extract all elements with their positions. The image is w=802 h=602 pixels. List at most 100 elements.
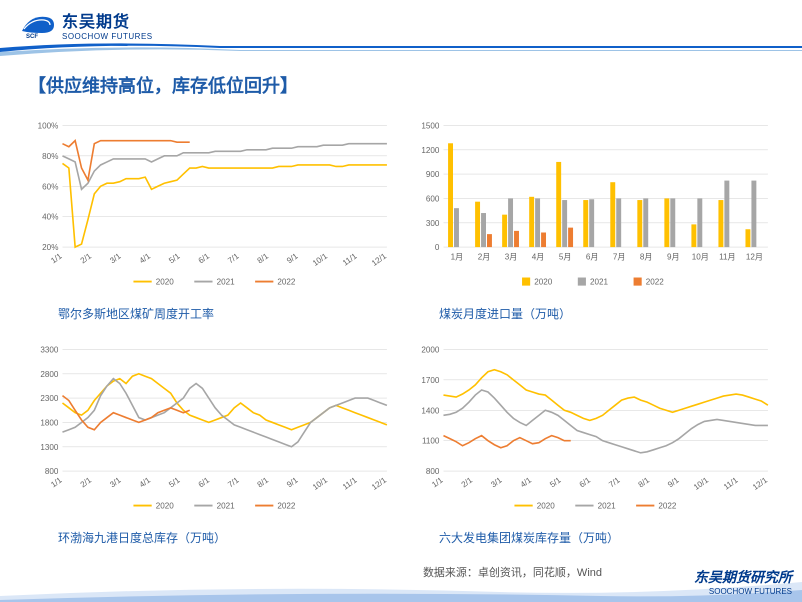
svg-text:3/1: 3/1: [489, 475, 504, 489]
svg-text:60%: 60%: [42, 182, 58, 191]
chart-power-groups-inventory: 800 1100 1400 1700 2000 1/1 2/1 3/1 4/1 5/1 6/1 7/1…: [409, 330, 774, 546]
svg-text:12/1: 12/1: [370, 475, 388, 492]
svg-text:800: 800: [45, 467, 59, 476]
footer-branding: 东吴期货研究所 SOOCHOW FUTURES: [694, 567, 792, 596]
svg-text:600: 600: [426, 194, 440, 203]
logo-icon: SCF: [20, 11, 56, 39]
chart-bohai-ports-inventory: 800 1300 1800 2300 2800 3300 1/1 2/1 3/1 4/1 5/1 6/…: [28, 330, 393, 546]
svg-text:2020: 2020: [156, 502, 175, 511]
svg-text:10/1: 10/1: [311, 475, 329, 492]
svg-text:12/1: 12/1: [751, 475, 769, 492]
header-swoosh: [0, 40, 802, 60]
svg-text:8/1: 8/1: [256, 475, 271, 489]
svg-text:9月: 9月: [667, 252, 680, 261]
svg-text:2020: 2020: [534, 278, 553, 287]
svg-text:2800: 2800: [40, 370, 59, 379]
header: SCF 东吴期货 SOOCHOW FUTURES: [0, 0, 802, 60]
svg-text:1300: 1300: [40, 443, 59, 452]
svg-text:7/1: 7/1: [226, 251, 241, 265]
svg-text:10月: 10月: [692, 252, 709, 261]
svg-text:1200: 1200: [421, 146, 440, 155]
logo: SCF 东吴期货 SOOCHOW FUTURES: [20, 8, 782, 41]
chart1-caption: 鄂尔多斯地区煤矿周度开工率: [28, 301, 393, 322]
chart3-caption: 环渤海九港日度总库存（万吨）: [28, 525, 393, 546]
svg-text:2022: 2022: [658, 502, 677, 511]
svg-text:9/1: 9/1: [285, 251, 300, 265]
charts-grid: 20% 40% 60% 80% 100% 1/1 2/1 3/1 4/1 5/1 6/1 7/1 8/1…: [0, 106, 802, 546]
svg-text:2300: 2300: [40, 394, 59, 403]
svg-text:2/1: 2/1: [460, 475, 475, 489]
svg-text:4月: 4月: [532, 252, 545, 261]
svg-text:2022: 2022: [646, 278, 665, 287]
svg-text:5/1: 5/1: [167, 251, 182, 265]
svg-text:2022: 2022: [277, 502, 296, 511]
svg-text:5月: 5月: [559, 252, 572, 261]
svg-text:2021: 2021: [598, 502, 617, 511]
svg-text:2021: 2021: [590, 278, 609, 287]
svg-text:1500: 1500: [421, 121, 440, 130]
svg-text:3300: 3300: [40, 345, 59, 354]
svg-text:1400: 1400: [421, 406, 440, 415]
svg-text:2020: 2020: [156, 278, 175, 287]
svg-text:6月: 6月: [586, 252, 599, 261]
svg-text:11/1: 11/1: [341, 475, 359, 491]
svg-text:1/1: 1/1: [49, 251, 64, 265]
svg-text:1100: 1100: [422, 437, 440, 446]
svg-text:8月: 8月: [640, 252, 653, 261]
chart-ordos-operating-rate: 20% 40% 60% 80% 100% 1/1 2/1 3/1 4/1 5/1 6/1 7/1 8/1…: [28, 106, 393, 322]
svg-text:1800: 1800: [40, 418, 59, 427]
svg-text:0: 0: [435, 243, 440, 252]
svg-text:1700: 1700: [421, 376, 440, 385]
svg-text:100%: 100%: [38, 121, 59, 130]
svg-text:12/1: 12/1: [370, 251, 388, 268]
svg-text:2000: 2000: [421, 345, 440, 354]
svg-text:7/1: 7/1: [607, 475, 622, 489]
svg-text:9/1: 9/1: [285, 475, 300, 489]
chart-coal-imports: 0300600900120015001月2月3月4月5月6月7月8月9月10月1…: [409, 106, 774, 322]
svg-text:10/1: 10/1: [311, 251, 329, 268]
svg-text:5/1: 5/1: [167, 475, 182, 489]
svg-text:4/1: 4/1: [138, 251, 153, 265]
svg-text:7月: 7月: [613, 252, 626, 261]
svg-text:20%: 20%: [42, 243, 58, 252]
svg-text:1月: 1月: [451, 252, 464, 261]
svg-text:7/1: 7/1: [226, 475, 241, 489]
svg-text:9/1: 9/1: [666, 475, 681, 489]
svg-text:300: 300: [426, 219, 440, 228]
svg-text:80%: 80%: [42, 152, 58, 161]
svg-text:3/1: 3/1: [108, 475, 123, 489]
footer-swoosh: [0, 572, 802, 602]
svg-text:2021: 2021: [217, 502, 236, 511]
svg-text:40%: 40%: [42, 213, 58, 222]
svg-text:8/1: 8/1: [637, 475, 652, 489]
footer-cn: 东吴期货研究所: [694, 567, 792, 587]
page-title: 【供应维持高位，库存低位回升】: [0, 60, 802, 106]
svg-text:6/1: 6/1: [578, 475, 593, 489]
svg-text:1/1: 1/1: [430, 475, 445, 489]
svg-text:2/1: 2/1: [79, 251, 94, 265]
svg-text:10/1: 10/1: [692, 475, 710, 492]
svg-text:11/1: 11/1: [722, 475, 740, 491]
svg-text:6/1: 6/1: [197, 475, 212, 489]
svg-text:3/1: 3/1: [108, 251, 123, 265]
svg-text:8/1: 8/1: [256, 251, 271, 265]
svg-text:2021: 2021: [217, 278, 236, 287]
chart2-caption: 煤炭月度进口量（万吨）: [409, 301, 774, 322]
svg-text:2/1: 2/1: [79, 475, 94, 489]
svg-text:2020: 2020: [537, 502, 556, 511]
footer-en: SOOCHOW FUTURES: [694, 587, 792, 596]
svg-text:11月: 11月: [719, 252, 736, 261]
svg-text:5/1: 5/1: [548, 475, 563, 489]
logo-text-cn: 东吴期货: [62, 8, 153, 32]
svg-text:800: 800: [426, 467, 440, 476]
svg-text:11/1: 11/1: [341, 251, 359, 267]
chart4-caption: 六大发电集团煤炭库存量（万吨）: [409, 525, 774, 546]
svg-text:2022: 2022: [277, 278, 296, 287]
svg-text:1/1: 1/1: [49, 475, 64, 489]
svg-text:4/1: 4/1: [519, 475, 534, 489]
svg-text:4/1: 4/1: [138, 475, 153, 489]
svg-text:SCF: SCF: [26, 34, 38, 39]
svg-text:2月: 2月: [478, 252, 491, 261]
svg-text:900: 900: [426, 170, 440, 179]
svg-text:6/1: 6/1: [197, 251, 212, 265]
